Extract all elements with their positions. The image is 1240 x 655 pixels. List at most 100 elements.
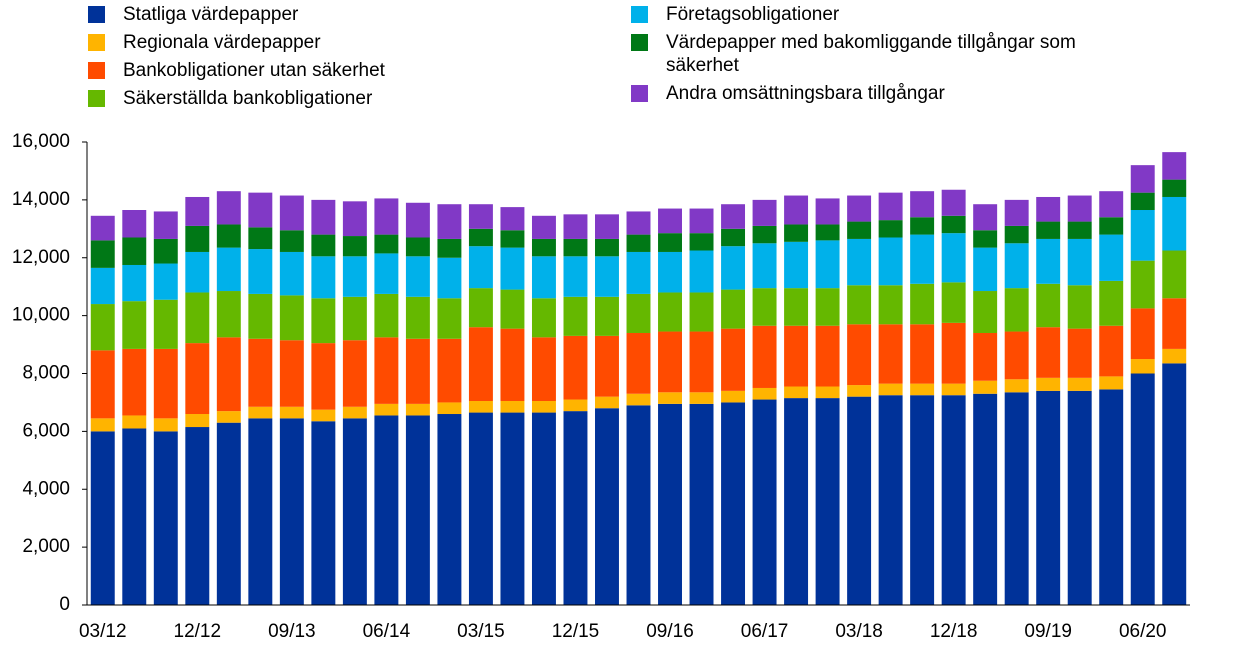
bar-segment	[311, 234, 336, 257]
bar-segment	[122, 348, 147, 416]
bar-segment	[279, 340, 304, 407]
x-tick-label: 12/12	[174, 621, 222, 642]
bar-segment	[248, 192, 273, 228]
legend-swatch	[88, 6, 105, 23]
legend-label: Säkerställda bankobligationer	[123, 88, 373, 109]
legend-swatch	[88, 62, 105, 79]
bar-segment	[784, 195, 809, 225]
bar-segment	[1099, 217, 1124, 235]
y-tick-label: 12,000	[12, 247, 70, 268]
bar-segment	[437, 402, 462, 415]
bar-segment	[468, 327, 493, 401]
bar-segment	[248, 293, 273, 339]
bar-segment	[90, 215, 115, 241]
bar-segment	[342, 236, 367, 257]
bar-segment	[185, 292, 210, 344]
bar-segment	[815, 198, 840, 225]
bar-segment	[1099, 325, 1124, 377]
bar-segment	[531, 412, 556, 605]
bar-segment	[1162, 298, 1187, 349]
bar-segment	[595, 238, 619, 257]
x-tick-label: 03/12	[79, 621, 127, 642]
bar-segment	[1130, 210, 1155, 261]
bar-segment	[153, 348, 178, 419]
bar-segment	[122, 210, 147, 238]
bar-segment	[563, 238, 588, 257]
bar-segment	[941, 322, 966, 384]
bar-segment	[468, 400, 493, 413]
bar-segment	[122, 237, 147, 265]
bar-segment	[405, 256, 430, 297]
bar-segment	[973, 230, 998, 248]
y-tick-label: 0	[59, 594, 70, 615]
bar-segment	[216, 191, 241, 225]
bar-segment	[500, 400, 525, 413]
bar-segment	[531, 400, 556, 413]
bar-segment	[437, 338, 462, 403]
bar-segment	[311, 343, 336, 410]
bar-segment	[563, 296, 588, 336]
bar-segment	[311, 298, 336, 344]
bar-segment	[595, 256, 619, 297]
bar-segment	[1004, 392, 1029, 605]
bar-segment	[784, 386, 809, 399]
bar-segment	[752, 288, 777, 326]
bar-segment	[721, 289, 746, 329]
legend-label: Statliga värdepapper	[123, 4, 299, 25]
bar-segment	[973, 291, 998, 333]
bar-segment	[847, 385, 872, 397]
bar-segment	[784, 288, 809, 326]
bar-segment	[405, 415, 430, 605]
bar-segment	[1067, 390, 1092, 605]
legend-swatch	[88, 90, 105, 107]
bar-segment	[216, 291, 241, 338]
bar-segment	[374, 293, 399, 338]
bar-segment	[973, 332, 998, 381]
bar-segment	[311, 199, 336, 235]
bar-segment	[973, 204, 998, 231]
bar-segment	[248, 227, 273, 250]
bar-segment	[405, 296, 430, 339]
bar-segment	[658, 233, 682, 252]
bar-segment	[815, 224, 840, 241]
y-tick-label: 10,000	[12, 305, 70, 326]
legend-label: Regionala värdepapper	[123, 32, 321, 53]
bar-segment	[563, 214, 588, 239]
bar-segment	[815, 386, 840, 399]
bar-segment	[468, 228, 493, 247]
bar-segment	[153, 211, 178, 239]
bar-segment	[500, 230, 525, 248]
bar-segment	[153, 263, 178, 300]
legend-item: Bankobligationer utan säkerhet	[88, 59, 385, 87]
bar-segment	[1067, 238, 1092, 286]
bar-segment	[1067, 195, 1092, 222]
bar-segment	[468, 246, 493, 289]
y-tick-label: 8,000	[22, 363, 70, 384]
bar-segment	[784, 325, 809, 387]
bar-segment	[500, 412, 525, 605]
bar-segment	[910, 283, 935, 325]
bar-segment	[973, 247, 998, 292]
x-tick-label: 06/17	[741, 621, 789, 642]
bar-segment	[595, 296, 619, 336]
bar-segment	[689, 392, 714, 404]
bar-segment	[216, 422, 241, 605]
bar-segment	[90, 240, 115, 268]
x-tick-label: 03/15	[457, 621, 505, 642]
bar-segment	[1130, 260, 1155, 309]
bar-segment	[626, 293, 651, 333]
legend-label: Värdepapper med bakomliggande tillgångar…	[666, 32, 1076, 76]
bar-segment	[1162, 196, 1187, 251]
bar-segment	[500, 207, 525, 231]
bar-segment	[405, 237, 430, 257]
bar-segment	[1036, 283, 1061, 328]
bar-segment	[878, 324, 903, 384]
bar-segment	[374, 337, 399, 404]
bar-segment	[531, 298, 556, 338]
bar-segment	[563, 256, 588, 297]
bar-segment	[910, 383, 935, 396]
bar-segment	[1162, 152, 1187, 180]
bar-segment	[374, 403, 399, 416]
bar-segment	[689, 292, 714, 332]
bar-segment	[153, 299, 178, 349]
